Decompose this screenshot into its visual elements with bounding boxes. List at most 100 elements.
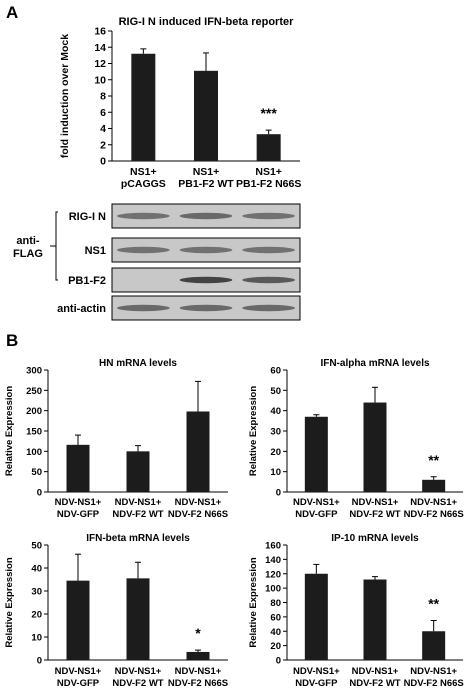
x-category-label: NDV-F2 WT	[349, 678, 400, 689]
x-category-label: NDV-NS1+	[55, 497, 102, 508]
y-tick-label: 0	[37, 488, 42, 499]
y-tick-label: 2	[100, 139, 106, 151]
x-category-label: NDV-GFP	[57, 678, 100, 689]
western-blot: RIG-I N NS1 PB1-F2 anti-actin anti-FLAG	[13, 203, 301, 321]
bar	[131, 53, 156, 161]
significance-marker: ***	[260, 105, 277, 121]
y-axis-label: fold induction over Mock	[59, 34, 71, 158]
y-tick-label: 300	[26, 366, 42, 377]
x-category-label: NDV-F2 WT	[349, 509, 400, 520]
y-tick-label: 12	[94, 58, 106, 70]
chart-title: IFN-beta mRNA levels	[86, 533, 190, 544]
y-tick-label: 100	[265, 584, 281, 595]
x-category-label: NDV-NS1+	[115, 497, 162, 508]
blot-row-label: RIG-I N	[69, 211, 106, 223]
y-tick-label: 120	[265, 569, 281, 580]
blot-row-label: PB1-F2	[68, 275, 106, 287]
x-category-label: NDV-F2 N66S	[404, 509, 464, 520]
y-tick-label: 80	[270, 598, 281, 609]
x-category-label: NDV-NS1+	[410, 497, 457, 508]
panel-label-b: B	[6, 331, 18, 350]
y-tick-label: 160	[265, 541, 281, 552]
blot-row-label: anti-actin	[57, 303, 106, 315]
y-tick-label: 20	[270, 447, 281, 458]
x-category-label: NDV-F2 N66S	[168, 509, 228, 520]
bar	[66, 580, 90, 660]
x-category-label: NDV-NS1+	[293, 666, 340, 677]
blot-band	[117, 246, 170, 254]
bar	[422, 479, 446, 492]
x-category-label: NS1+	[255, 166, 282, 178]
blot-band	[179, 304, 233, 312]
bar	[363, 402, 387, 492]
y-tick-label: 0	[100, 156, 106, 168]
chart-title: RIG-I N induced IFN-beta reporter	[119, 16, 295, 28]
bar	[194, 70, 218, 161]
x-category-label: NDV-GFP	[295, 678, 338, 689]
y-tick-label: 6	[100, 107, 106, 119]
chart-ifn-alpha-mrna: IFN-alpha mRNA levels Relative Expression…	[248, 358, 464, 520]
chart-title: IFN-alpha mRNA levels	[320, 358, 430, 369]
y-tick-label: 60	[270, 366, 281, 377]
x-category-label: NDV-F2 WT	[112, 678, 163, 689]
chart-title: HN mRNA levels	[99, 358, 177, 369]
chart-ifn-beta-reporter: RIG-I N induced IFN-beta reporter fold in…	[59, 16, 301, 190]
y-axis-label: Relative Expression	[248, 557, 259, 647]
significance-marker: *	[195, 625, 201, 641]
anti-flag-bracket	[55, 211, 58, 281]
blot-band	[242, 212, 295, 220]
x-category-label: PB1-F2 N66S	[236, 178, 301, 190]
x-category-label: NDV-NS1+	[55, 666, 102, 677]
x-category-label: pCAGGS	[121, 178, 166, 190]
bar	[363, 579, 387, 660]
y-tick-label: 8	[100, 91, 106, 103]
blot-band	[179, 212, 233, 220]
y-tick-label: 50	[31, 467, 42, 478]
blot-band	[179, 246, 233, 254]
panel-label-a: A	[6, 3, 18, 22]
x-category-label: NDV-NS1+	[293, 497, 340, 508]
x-category-label: NDV-NS1+	[175, 666, 222, 677]
anti-flag-label: anti-	[16, 235, 40, 247]
chart-ifn-beta-mrna: IFN-beta mRNA levels Relative Expression 0…	[4, 533, 228, 689]
blot-band	[242, 246, 295, 254]
anti-flag-label: FLAG	[13, 248, 43, 260]
bar	[304, 416, 328, 492]
y-tick-label: 50	[31, 541, 42, 552]
chart-title: IP-10 mRNA levels	[331, 533, 419, 544]
y-tick-label: 50	[270, 386, 281, 397]
y-tick-label: 4	[100, 123, 106, 135]
y-tick-label: 20	[270, 641, 281, 652]
y-tick-label: 10	[270, 467, 281, 478]
bar	[256, 134, 281, 161]
blot-band	[242, 276, 295, 284]
chart-ip10-mrna: IP-10 mRNA levels Relative Expression 0 20 4…	[248, 533, 464, 689]
y-tick-label: 0	[276, 656, 281, 667]
blot-band	[179, 276, 233, 284]
x-category-label: NDV-NS1+	[352, 497, 399, 508]
blot-band	[242, 304, 295, 312]
bar	[422, 631, 446, 660]
y-tick-label: 14	[94, 42, 106, 54]
blot-band	[117, 212, 170, 220]
y-tick-label: 250	[26, 386, 42, 397]
chart-hn-mrna: HN mRNA levels Relative Expression 0 50 100 1…	[4, 358, 228, 520]
x-category-label: NS1+	[130, 166, 157, 178]
x-category-label: NDV-NS1+	[115, 666, 162, 677]
y-tick-label: 30	[31, 587, 42, 598]
y-tick-label: 60	[270, 612, 281, 623]
significance-marker: **	[428, 595, 439, 611]
blot-band	[117, 304, 170, 312]
x-category-label: NDV-GFP	[57, 509, 100, 520]
y-tick-label: 140	[265, 555, 281, 566]
significance-marker: **	[428, 452, 439, 468]
y-axis-label: Relative Expression	[4, 557, 15, 647]
y-tick-label: 20	[31, 610, 42, 621]
y-axis-label: Relative Expression	[248, 386, 259, 476]
x-category-label: NS1+	[193, 166, 220, 178]
x-category-label: NDV-F2 WT	[112, 509, 163, 520]
y-axis-label: Relative Expression	[4, 386, 15, 476]
x-category-label: NDV-GFP	[295, 509, 338, 520]
bar	[304, 573, 328, 660]
